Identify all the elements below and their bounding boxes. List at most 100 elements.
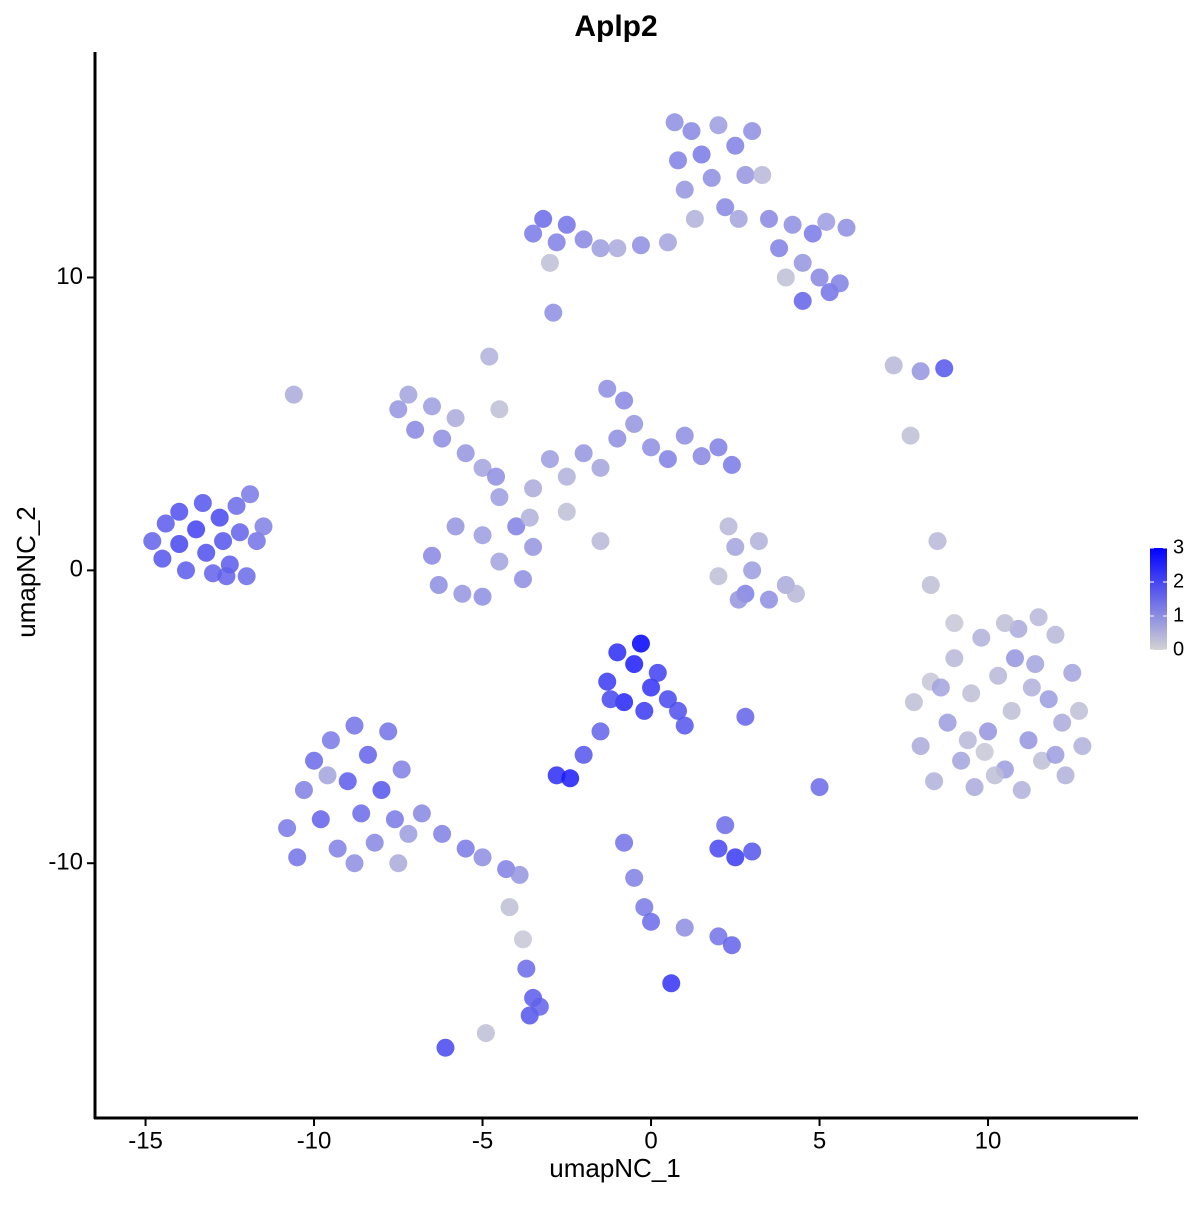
cell-point	[557, 215, 576, 234]
cell-point	[985, 766, 1004, 785]
cell-point	[1073, 737, 1092, 756]
cell-point	[321, 731, 340, 750]
cell-point	[1002, 701, 1021, 720]
cell-point	[210, 508, 229, 527]
cell-point	[928, 532, 947, 551]
cell-point	[365, 833, 384, 852]
cell-point	[995, 614, 1014, 633]
cell-point	[153, 549, 172, 568]
cell-point	[547, 233, 566, 252]
cell-point	[921, 576, 940, 594]
cell-point	[288, 848, 307, 867]
cell-point	[830, 274, 849, 293]
cell-point	[197, 543, 216, 562]
cell-point	[669, 701, 688, 720]
cell-point	[187, 520, 206, 539]
cell-point	[338, 772, 357, 791]
cell-point	[938, 713, 957, 732]
cell-point	[406, 420, 425, 439]
cell-point	[719, 517, 738, 536]
x-tick-label: -15	[128, 1127, 163, 1154]
cell-point	[753, 166, 772, 184]
y-tick-label: 0	[70, 556, 83, 583]
cell-point	[217, 567, 236, 586]
cell-point	[389, 854, 408, 873]
cell-point	[972, 628, 991, 647]
cell-point	[305, 751, 324, 770]
cell-point	[557, 502, 576, 521]
colorbar-label: 2	[1173, 570, 1184, 592]
cell-point	[786, 584, 805, 603]
cell-point	[598, 379, 617, 398]
cell-point	[561, 769, 580, 788]
cell-point	[490, 552, 509, 571]
cell-point	[726, 136, 745, 155]
cell-point	[294, 781, 313, 799]
cell-point	[793, 253, 812, 272]
cell-point	[759, 209, 778, 228]
cell-point	[490, 400, 509, 419]
cell-point	[749, 532, 768, 551]
cell-point	[433, 429, 452, 448]
cell-point	[156, 514, 175, 533]
cell-point	[925, 772, 944, 791]
cell-point	[456, 839, 475, 858]
cell-point	[1063, 663, 1082, 682]
cell-point	[480, 347, 499, 366]
cell-point	[230, 523, 249, 542]
cell-point	[648, 663, 667, 682]
colorbar-label: 1	[1173, 604, 1184, 626]
x-tick-label: 10	[975, 1127, 1002, 1154]
cell-point	[591, 239, 610, 258]
cell-point	[635, 898, 654, 917]
cell-point	[958, 731, 977, 750]
cell-point	[709, 567, 728, 586]
cell-point	[497, 860, 516, 879]
cell-point	[574, 444, 593, 463]
cell-point	[743, 561, 762, 580]
cell-point	[1046, 745, 1065, 764]
cell-point	[284, 385, 303, 404]
cell-point	[904, 693, 923, 712]
x-tick-label: 0	[644, 1127, 657, 1154]
cell-point	[193, 494, 212, 512]
cell-point	[793, 291, 812, 310]
cell-point	[945, 649, 964, 668]
cell-point	[989, 666, 1008, 685]
points	[143, 113, 1092, 1057]
colorbar	[1150, 548, 1167, 650]
cell-point	[247, 532, 266, 551]
cell-point	[675, 180, 694, 199]
cell-point	[429, 576, 448, 594]
cell-point	[524, 537, 543, 556]
cell-point	[534, 209, 553, 228]
cell-point	[722, 455, 741, 474]
cell-point	[487, 467, 506, 486]
cell-point	[513, 930, 532, 949]
cell-point	[517, 959, 536, 978]
cell-point	[979, 722, 998, 741]
cell-point	[176, 561, 195, 580]
cell-point	[642, 678, 661, 697]
cell-point	[473, 526, 492, 545]
cell-point	[911, 362, 930, 381]
cell-point	[412, 804, 431, 823]
cell-point	[278, 819, 297, 838]
cell-point	[446, 517, 465, 536]
cell-point	[214, 532, 233, 551]
cell-point	[1005, 649, 1024, 668]
cell-point	[591, 722, 610, 741]
cell-point	[810, 778, 829, 797]
cell-point	[975, 742, 994, 761]
cell-point	[399, 824, 418, 843]
cell-point	[608, 429, 627, 448]
cell-point	[709, 438, 728, 457]
cell-point	[328, 839, 347, 858]
cell-point	[952, 751, 971, 770]
cell-point	[726, 537, 745, 556]
chart-title: Aplp2	[574, 10, 657, 43]
cell-point	[385, 810, 404, 829]
cell-point	[345, 854, 364, 873]
